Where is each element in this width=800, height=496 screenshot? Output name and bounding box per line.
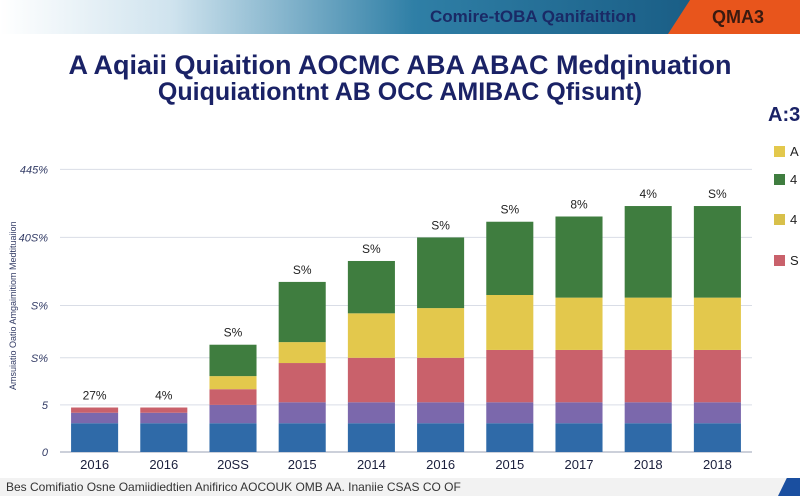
bar-segment-blue	[417, 423, 465, 452]
y-tick-label: S%	[31, 353, 48, 365]
x-tick-label: 2014	[357, 457, 386, 472]
bar-segment-blue	[486, 423, 534, 452]
bar-segment-red	[140, 407, 188, 413]
footer-source: Bes Comifiatio Osne Oamiidiedtien Anifir…	[6, 480, 461, 494]
bar-segment-yellow	[417, 308, 465, 358]
bar-segment-purple	[347, 402, 395, 424]
bar-segment-green	[347, 260, 395, 314]
x-tick-label: 2015	[288, 457, 317, 472]
x-tick-label: 2017	[565, 457, 594, 472]
bar-segment-red	[209, 389, 257, 405]
bar-segment-yellow	[624, 297, 672, 350]
bar-segment-yellow	[209, 376, 257, 390]
banner-orange-badge-bg	[668, 0, 800, 34]
bar-segment-green	[486, 221, 534, 295]
bar-segment-yellow	[278, 342, 326, 364]
legend-label: S	[790, 253, 799, 268]
bar-segment-yellow	[555, 297, 603, 350]
bar-data-label: S%	[224, 326, 243, 340]
bar-segment-blue	[278, 423, 326, 452]
bar-segment-red	[417, 357, 465, 403]
legend-title: A:3	[768, 104, 800, 126]
bar-data-label: 4%	[640, 187, 658, 201]
bar-segment-purple	[693, 402, 741, 424]
bar-segment-green	[209, 344, 257, 377]
x-tick-label: 2018	[703, 457, 732, 472]
bar-data-label: 8%	[570, 198, 588, 212]
bar-data-label: 4%	[155, 389, 173, 403]
bar-data-label: S%	[293, 263, 312, 277]
x-tick-label: 2016	[426, 457, 455, 472]
x-tick-label: 2016	[149, 457, 178, 472]
legend-swatch	[774, 174, 785, 185]
bar-segment-red	[693, 349, 741, 403]
legend-swatch	[774, 255, 785, 266]
bar-segment-blue	[693, 423, 741, 452]
banner-title: Comire-tOBA Qanifaittion	[430, 7, 637, 26]
y-axis-label: Amsuiatio Oatio Amgaimitiom Medtituaiion	[8, 221, 18, 390]
chart-title: A Aqiaii Quiaition AOCMC ABA ABAC Medqin…	[68, 50, 732, 80]
bar-segment-green	[417, 237, 465, 309]
y-tick-label: 445%	[20, 164, 48, 176]
bar-segment-green	[278, 281, 326, 343]
bar-segment-blue	[555, 423, 603, 452]
header-banner: Comire-tOBA Qanifaittion QMA3	[0, 0, 800, 34]
legend-swatch	[774, 146, 785, 157]
bar-segment-purple	[417, 402, 465, 424]
legend-label: 4	[790, 172, 797, 187]
legend-swatch	[774, 214, 785, 225]
y-tick-label: 0	[42, 447, 49, 459]
bar-segment-purple	[486, 402, 534, 424]
bar-segment-red	[347, 357, 395, 403]
bar-data-label: 27%	[83, 389, 107, 403]
banner-badge: QMA3	[712, 7, 765, 27]
chart-subtitle: Quiquiationtnt AB OCC AMIBAC Qfisunt)	[157, 78, 643, 106]
bar-data-label: S%	[500, 203, 519, 217]
bar-segment-yellow	[486, 295, 534, 350]
bar-segment-purple	[624, 402, 672, 424]
bar-segment-blue	[140, 423, 188, 452]
bar-segment-blue	[71, 423, 119, 452]
y-tick-label: 5	[42, 400, 49, 412]
bar-segment-red	[278, 363, 326, 403]
bar-segment-blue	[209, 423, 257, 452]
bar-segment-green	[693, 206, 741, 298]
banner-blue-band	[0, 0, 690, 34]
bar-segment-yellow	[347, 313, 395, 358]
y-tick-label: 40S%	[19, 232, 49, 244]
x-tick-label: 2015	[495, 457, 524, 472]
bar-data-label: S%	[362, 242, 381, 256]
bar-data-label: S%	[708, 187, 727, 201]
bar-data-label: S%	[431, 218, 450, 232]
bar-segment-blue	[347, 423, 395, 452]
bar-segment-purple	[71, 412, 119, 424]
bar-segment-red	[555, 349, 603, 403]
bar-segment-red	[71, 407, 119, 413]
x-tick-label: 2016	[80, 457, 109, 472]
x-tick-label: 2018	[634, 457, 663, 472]
bar-segment-purple	[555, 402, 603, 424]
y-tick-label: S%	[31, 300, 48, 312]
footer-bar: Bes Comifiatio Osne Oamiidiedtien Anifir…	[0, 478, 800, 496]
bar-segment-red	[486, 349, 534, 403]
bar-segment-green	[624, 206, 672, 298]
bar-segment-yellow	[693, 297, 741, 350]
bar-segment-purple	[278, 402, 326, 424]
legend-label: A	[790, 144, 799, 159]
bar-segment-red	[624, 349, 672, 403]
bar-segment-blue	[624, 423, 672, 452]
legend-label: 4	[790, 212, 797, 227]
bar-segment-purple	[140, 412, 188, 424]
bar-segment-green	[555, 216, 603, 298]
x-tick-label: 20SS	[217, 457, 249, 472]
bar-segment-purple	[209, 404, 257, 424]
